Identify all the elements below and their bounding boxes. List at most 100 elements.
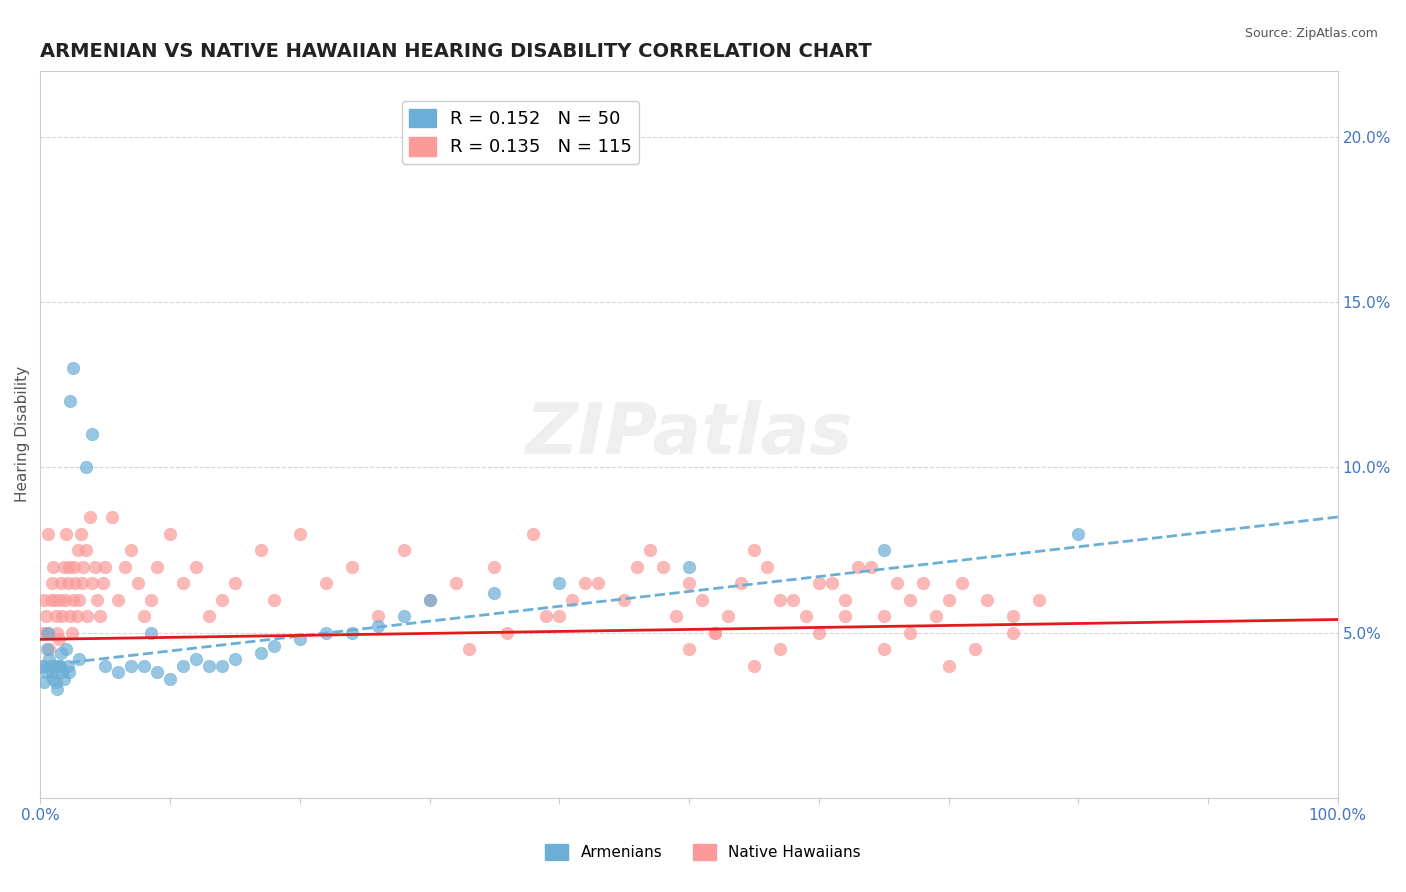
Point bbox=[79, 510, 101, 524]
Point bbox=[665, 609, 688, 624]
Point bbox=[37, 526, 59, 541]
Point bbox=[114, 559, 136, 574]
Point bbox=[755, 559, 778, 574]
Point bbox=[963, 642, 986, 657]
Point bbox=[1002, 625, 1025, 640]
Point bbox=[34, 592, 56, 607]
Point bbox=[45, 675, 67, 690]
Point bbox=[652, 559, 675, 574]
Point bbox=[172, 658, 194, 673]
Point bbox=[51, 646, 73, 660]
Point bbox=[86, 592, 108, 607]
Point bbox=[367, 619, 389, 633]
Point bbox=[72, 559, 94, 574]
Point bbox=[1002, 609, 1025, 624]
Point bbox=[59, 609, 82, 624]
Point bbox=[55, 526, 77, 541]
Point bbox=[873, 609, 896, 624]
Point bbox=[46, 681, 69, 696]
Point bbox=[496, 625, 519, 640]
Point bbox=[950, 576, 973, 591]
Point bbox=[938, 592, 960, 607]
Point bbox=[730, 576, 752, 591]
Point bbox=[58, 559, 80, 574]
Point bbox=[48, 632, 70, 647]
Point bbox=[55, 642, 77, 657]
Point bbox=[288, 632, 311, 647]
Point bbox=[67, 652, 90, 666]
Point bbox=[198, 609, 221, 624]
Point bbox=[46, 625, 69, 640]
Point bbox=[288, 526, 311, 541]
Point bbox=[198, 658, 221, 673]
Point bbox=[120, 543, 142, 558]
Point bbox=[45, 609, 67, 624]
Point bbox=[48, 658, 70, 673]
Point bbox=[146, 665, 169, 680]
Point bbox=[58, 665, 80, 680]
Point bbox=[548, 609, 571, 624]
Point bbox=[134, 658, 156, 673]
Point bbox=[107, 665, 129, 680]
Point bbox=[392, 609, 415, 624]
Point bbox=[172, 576, 194, 591]
Point bbox=[38, 652, 60, 666]
Point bbox=[263, 639, 285, 653]
Point bbox=[574, 576, 596, 591]
Point bbox=[250, 646, 273, 660]
Point bbox=[32, 625, 55, 640]
Point bbox=[807, 576, 830, 591]
Point bbox=[1028, 592, 1050, 607]
Point bbox=[742, 543, 765, 558]
Point bbox=[340, 625, 363, 640]
Point bbox=[548, 576, 571, 591]
Point bbox=[678, 576, 700, 591]
Y-axis label: Hearing Disability: Hearing Disability bbox=[15, 367, 30, 502]
Point bbox=[139, 625, 162, 640]
Point bbox=[536, 609, 558, 624]
Point bbox=[484, 559, 506, 574]
Point bbox=[94, 658, 117, 673]
Point bbox=[678, 642, 700, 657]
Point bbox=[60, 625, 83, 640]
Legend: R = 0.152   N = 50, R = 0.135   N = 115: R = 0.152 N = 50, R = 0.135 N = 115 bbox=[402, 102, 640, 163]
Point bbox=[91, 576, 114, 591]
Point bbox=[769, 592, 792, 607]
Point bbox=[59, 394, 82, 409]
Point bbox=[522, 526, 544, 541]
Point bbox=[56, 658, 79, 673]
Point bbox=[1067, 526, 1090, 541]
Point bbox=[588, 576, 610, 591]
Point bbox=[159, 672, 181, 686]
Point bbox=[35, 642, 58, 657]
Point bbox=[211, 592, 233, 607]
Point bbox=[250, 543, 273, 558]
Legend: Armenians, Native Hawaiians: Armenians, Native Hawaiians bbox=[540, 838, 866, 866]
Point bbox=[938, 658, 960, 673]
Point bbox=[626, 559, 648, 574]
Point bbox=[70, 576, 93, 591]
Point bbox=[834, 609, 856, 624]
Point bbox=[419, 592, 441, 607]
Point bbox=[34, 609, 56, 624]
Point bbox=[821, 576, 844, 591]
Point bbox=[678, 559, 700, 574]
Point bbox=[886, 576, 908, 591]
Point bbox=[35, 625, 58, 640]
Point bbox=[211, 658, 233, 673]
Point bbox=[65, 576, 87, 591]
Point bbox=[82, 427, 104, 442]
Point bbox=[690, 592, 713, 607]
Point bbox=[184, 559, 207, 574]
Point bbox=[52, 672, 75, 686]
Point bbox=[41, 576, 63, 591]
Point bbox=[340, 559, 363, 574]
Point bbox=[613, 592, 636, 607]
Point bbox=[484, 586, 506, 600]
Point bbox=[782, 592, 804, 607]
Point bbox=[66, 609, 89, 624]
Point bbox=[146, 559, 169, 574]
Point bbox=[44, 658, 66, 673]
Point bbox=[898, 625, 921, 640]
Point bbox=[42, 672, 65, 686]
